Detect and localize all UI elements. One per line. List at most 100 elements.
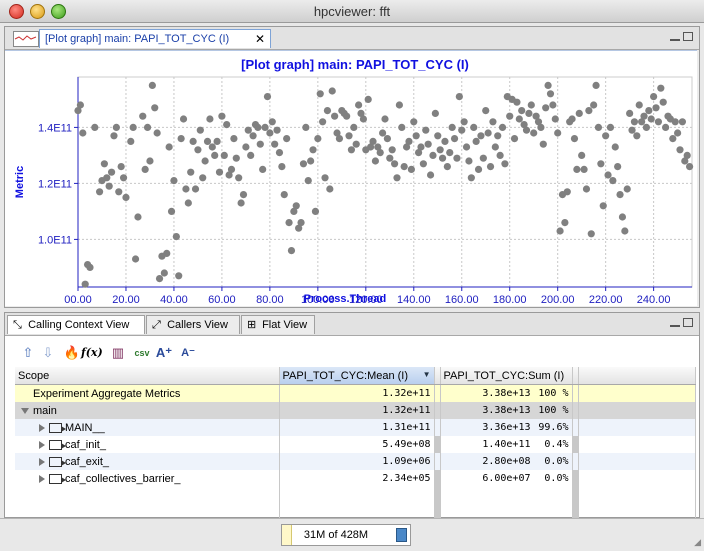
expanded-triangle-icon[interactable] — [21, 407, 29, 414]
table-row[interactable]: main 1.32e+11 3.38e+13 100 % — [15, 402, 696, 419]
data-point — [585, 107, 593, 115]
scatter-chart: 00.00 20.00 40.00 60.00 80.00 100.00 120.00 140… — [14, 57, 694, 306]
data-point — [369, 137, 377, 145]
data-point — [626, 109, 634, 117]
heap-status-text: 31M of 428M — [303, 529, 369, 541]
data-point — [182, 185, 190, 193]
sum-value: 3.38e+13 — [482, 388, 531, 399]
data-point — [638, 118, 646, 126]
data-point — [587, 230, 595, 238]
data-point — [187, 168, 195, 176]
table-row[interactable]: caf_init_ 5.49e+08 1.40e+11 0.4% — [15, 436, 696, 453]
column-header-mean-label: PAPI_TOT_CYC:Mean (I) — [282, 369, 409, 382]
column-header-sum[interactable]: PAPI_TOT_CYC:Sum (I) — [440, 367, 573, 385]
column-select-icon[interactable]: ▥ — [111, 345, 125, 360]
font-increase-icon[interactable]: A⁺ — [155, 345, 173, 360]
data-point — [155, 275, 164, 283]
data-point — [510, 135, 519, 143]
data-point — [386, 154, 394, 162]
data-point — [534, 118, 543, 126]
hot-path-icon[interactable]: 🔥 — [63, 345, 81, 360]
data-point — [686, 163, 694, 171]
data-point — [139, 112, 147, 120]
percent-value: 100 % — [538, 388, 569, 399]
zoom-in-icon[interactable]: ⇧ — [22, 345, 34, 360]
trash-icon[interactable] — [396, 528, 407, 542]
data-point — [431, 109, 439, 117]
derived-metric-icon[interactable]: f(x) — [81, 346, 103, 359]
column-header-scope[interactable]: Scope — [15, 367, 280, 385]
x-tick-label: 40.00 — [160, 294, 188, 306]
x-tick-label: 120.00 — [349, 294, 383, 306]
zoom-out-icon[interactable]: ⇩ — [42, 345, 54, 360]
plot-graph-icon — [13, 31, 39, 47]
column-header-mean[interactable]: PAPI_TOT_CYC:Mean (I) ▼ — [279, 367, 435, 385]
data-point — [175, 272, 183, 280]
data-point — [539, 140, 547, 148]
data-point — [141, 165, 149, 173]
data-point — [489, 118, 497, 126]
plot-area: 00.00 20.00 40.00 60.00 80.00 100.00 120.00 140… — [5, 50, 697, 306]
data-point — [669, 135, 677, 143]
data-point — [436, 146, 444, 154]
collapsed-triangle-icon[interactable] — [39, 440, 45, 449]
resize-grip-icon[interactable]: ◢ — [694, 537, 701, 547]
maximize-view-icon[interactable] — [683, 32, 693, 41]
data-point — [143, 123, 152, 131]
table-row[interactable]: caf_collectives_barrier_ 2.34e+05 6.00e+07… — [15, 470, 696, 487]
data-point — [496, 151, 504, 159]
mean-cell: 1.09e+06 — [279, 453, 435, 470]
data-point — [563, 188, 571, 196]
data-point — [642, 123, 651, 131]
data-point — [614, 163, 622, 171]
data-point — [611, 143, 619, 151]
data-point — [323, 107, 332, 115]
table-row[interactable]: MAIN__ 1.31e+11 3.36e+13 99.6% — [15, 419, 696, 436]
data-point — [355, 101, 363, 109]
table-row[interactable]: caf_exit_ 1.09e+06 2.80e+08 0.0% — [15, 453, 696, 470]
scope-name: caf_init_ — [65, 438, 106, 451]
data-point — [151, 104, 159, 112]
data-point — [364, 95, 372, 103]
tab-plot-graph[interactable]: [Plot graph] main: PAPI_TOT_CYC (I) ✕ — [39, 29, 271, 48]
data-point — [316, 90, 324, 98]
data-point — [160, 269, 168, 277]
data-point — [618, 213, 627, 221]
table-row[interactable]: Experiment Aggregate Metrics 1.32e+11 3.38… — [15, 384, 696, 402]
tab-calling-context[interactable]: ⤡ Calling Context View — [7, 315, 145, 334]
collapsed-triangle-icon[interactable] — [39, 474, 45, 483]
data-point — [81, 280, 89, 288]
collapsed-triangle-icon[interactable] — [39, 457, 45, 466]
data-point — [491, 143, 499, 151]
collapsed-triangle-icon[interactable] — [39, 423, 45, 432]
y-tick-label: 1.0E11 — [38, 234, 72, 246]
minimize-view-icon[interactable] — [670, 320, 680, 327]
tab-callers-view[interactable]: ⤢ Callers View — [146, 315, 240, 334]
maximize-view-icon[interactable] — [683, 318, 693, 327]
data-point — [659, 98, 667, 106]
data-point — [633, 132, 641, 140]
data-point — [412, 132, 420, 140]
data-point — [328, 87, 336, 95]
plot-tabbar: [Plot graph] main: PAPI_TOT_CYC (I) ✕ — [5, 27, 699, 50]
data-point — [527, 101, 535, 109]
data-point — [388, 146, 396, 154]
minimize-view-icon[interactable] — [670, 34, 680, 41]
zoom-window-icon[interactable] — [51, 4, 66, 19]
data-point — [628, 126, 636, 134]
minimize-window-icon[interactable] — [30, 4, 45, 19]
close-window-icon[interactable] — [9, 4, 24, 19]
close-tab-icon[interactable]: ✕ — [254, 32, 265, 46]
export-csv-icon[interactable]: csv — [134, 348, 150, 358]
data-point — [448, 123, 456, 131]
data-point — [681, 157, 689, 165]
column-gap — [434, 470, 441, 487]
tab-flat-view[interactable]: ⊞ Flat View — [241, 315, 315, 334]
column-gap — [572, 436, 579, 453]
data-point — [542, 104, 550, 112]
font-decrease-icon[interactable]: A⁻ — [181, 347, 195, 359]
heap-status[interactable]: 31M of 428M — [281, 524, 411, 546]
status-bar: 31M of 428M ◢ — [0, 518, 704, 551]
x-tick-label: 200.00 — [541, 294, 575, 306]
data-point — [107, 168, 116, 176]
